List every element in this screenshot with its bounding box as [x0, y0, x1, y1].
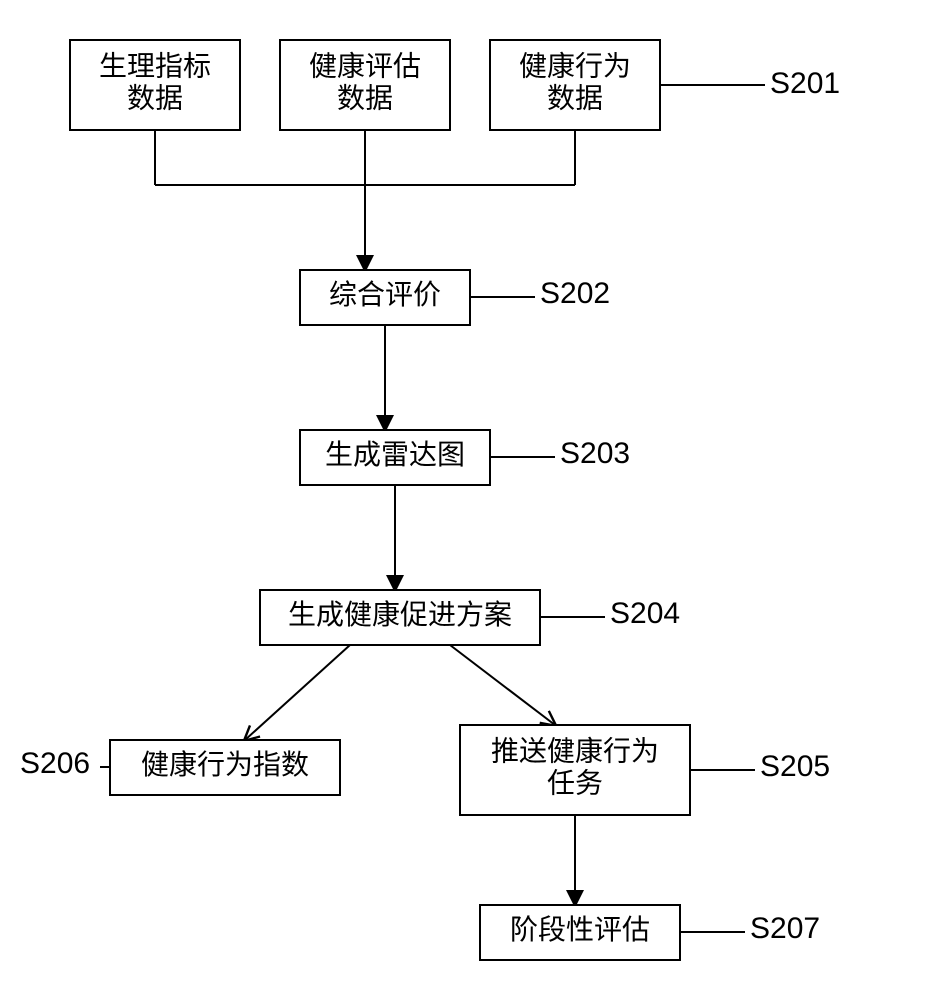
node-text: 生成健康促进方案: [288, 599, 512, 631]
flow-node-n3: 健康行为数据: [490, 40, 660, 130]
flow-node-n8: 推送健康行为任务: [460, 725, 690, 815]
node-text: 推送健康行为: [491, 735, 659, 767]
node-text: 任务: [547, 768, 603, 800]
flow-node-n7: 健康行为指数: [110, 740, 340, 795]
edge-7: [245, 645, 350, 740]
step-text: S205: [760, 750, 830, 783]
flow-node-n2: 健康评估数据: [280, 40, 450, 130]
node-text: 阶段性评估: [510, 914, 650, 946]
node-text: 健康行为: [519, 50, 631, 82]
node-text: 综合评价: [329, 279, 441, 311]
step-text: S202: [540, 277, 610, 310]
node-text: 健康行为指数: [141, 749, 309, 781]
step-text: S204: [610, 597, 680, 630]
node-text: 数据: [337, 83, 393, 115]
node-text: 健康评估: [309, 50, 421, 82]
flow-node-n5: 生成雷达图: [300, 430, 490, 485]
step-label-s205: S205: [690, 750, 830, 783]
flowchart-canvas: 生理指标数据健康评估数据健康行为数据综合评价生成雷达图生成健康促进方案健康行为指…: [0, 0, 950, 1000]
step-labels-layer: S201 S202 S203 S204 S206 S205 S207: [20, 67, 840, 945]
step-text: S206: [20, 747, 90, 780]
step-text: S207: [750, 912, 820, 945]
step-label-s206: S206: [20, 747, 110, 780]
step-text: S203: [560, 437, 630, 470]
node-text: 数据: [547, 83, 603, 115]
step-text: S201: [770, 67, 840, 100]
step-label-s201: S201: [660, 67, 840, 100]
node-text: 生理指标: [99, 50, 211, 82]
flow-node-n1: 生理指标数据: [70, 40, 240, 130]
flow-node-n4: 综合评价: [300, 270, 470, 325]
node-text: 数据: [127, 83, 183, 115]
edge-8: [450, 645, 555, 725]
nodes-layer: 生理指标数据健康评估数据健康行为数据综合评价生成雷达图生成健康促进方案健康行为指…: [70, 40, 690, 960]
flow-node-n9: 阶段性评估: [480, 905, 680, 960]
step-label-s203: S203: [490, 437, 630, 470]
node-text: 生成雷达图: [325, 439, 465, 471]
step-label-s202: S202: [470, 277, 610, 310]
flow-node-n6: 生成健康促进方案: [260, 590, 540, 645]
step-label-s204: S204: [540, 597, 680, 630]
step-label-s207: S207: [680, 912, 820, 945]
